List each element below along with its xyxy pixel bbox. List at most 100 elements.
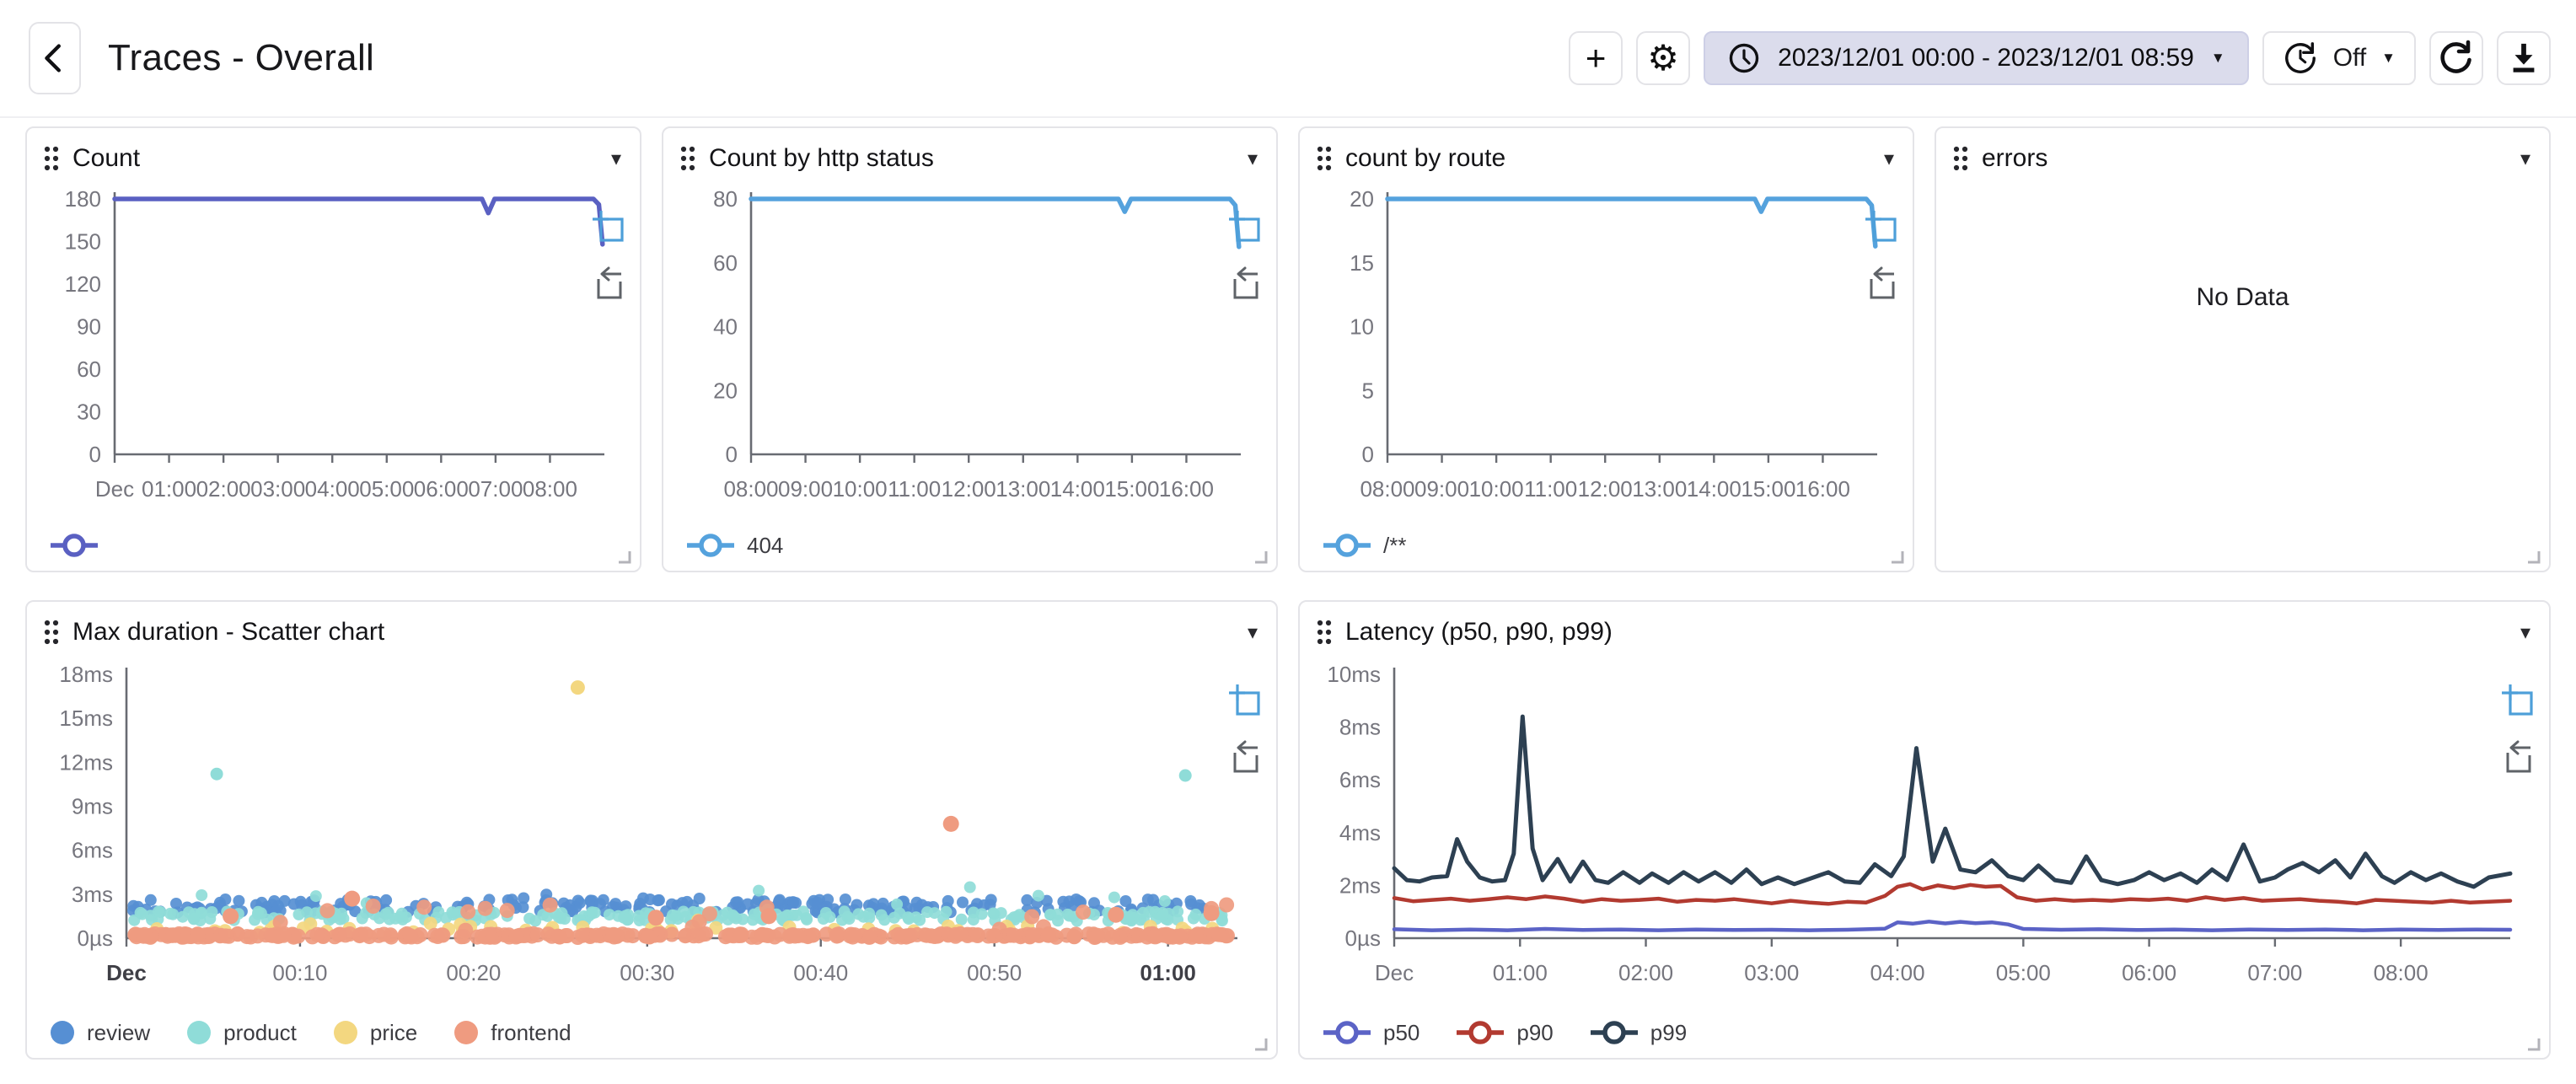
legend-item-404[interactable]: 404: [685, 532, 783, 559]
chart-toolbar: [1226, 207, 1264, 303]
chart-plot[interactable]: No Data: [1936, 177, 2549, 571]
svg-text:05:00: 05:00: [1996, 960, 2051, 985]
zoom-in-icon[interactable]: [1862, 207, 1901, 246]
legend-ring-marker-icon: [51, 534, 98, 557]
chart-region: No Data: [1936, 177, 2549, 571]
legend-dot-marker-icon: [454, 1021, 479, 1044]
chart-plot[interactable]: 0 5 10 15 20 08:00 09:00 10:00 11:00 12:00 13:00 14…: [1300, 177, 1913, 520]
svg-text:Dec: Dec: [1375, 960, 1414, 985]
resize-handle-icon[interactable]: [2522, 1033, 2542, 1053]
panel-menu-caret-icon[interactable]: ▾: [1247, 620, 1258, 644]
panel-menu-caret-icon[interactable]: ▾: [2520, 147, 2530, 170]
gear-icon: ⚙: [1647, 38, 1679, 78]
chart-plot[interactable]: 0 30 60 90 120 150 180 Dec 01:00 02:00 03:00 04:00 0…: [27, 177, 640, 520]
panel-header: Count ▾: [27, 128, 640, 177]
reset-zoom-icon[interactable]: [1862, 265, 1901, 303]
legend-item-product[interactable]: product: [185, 1019, 297, 1046]
download-button[interactable]: [2497, 31, 2551, 85]
svg-text:60: 60: [77, 357, 101, 382]
drag-handle-icon[interactable]: [44, 619, 59, 646]
chart-toolbar: [1862, 207, 1901, 303]
reset-zoom-icon[interactable]: [589, 265, 628, 303]
add-panel-button[interactable]: +: [1569, 31, 1623, 85]
legend-item-series[interactable]: [49, 532, 99, 559]
panel-menu-caret-icon[interactable]: ▾: [610, 147, 621, 170]
chart-plot[interactable]: 0 20 40 60 80 08:00 09:00 10:00 11:00 12:00 13:00 1…: [663, 177, 1276, 520]
drag-handle-icon[interactable]: [680, 145, 695, 172]
zoom-in-icon[interactable]: [1226, 681, 1264, 720]
drag-handle-icon[interactable]: [1317, 619, 1332, 646]
svg-text:12:00: 12:00: [1578, 476, 1633, 502]
chart-region: 0µs 3ms 6ms 9ms 12ms 15ms 18ms Dec 00:10 00:20 00:…: [27, 651, 1276, 1007]
back-button[interactable]: [29, 22, 81, 94]
legend-ring-marker-icon: [1323, 1021, 1371, 1044]
legend-label: p50: [1383, 1019, 1420, 1045]
panel-title: count by route: [1345, 144, 1506, 172]
svg-text:07:00: 07:00: [468, 476, 523, 502]
reset-zoom-icon[interactable]: [2498, 738, 2537, 777]
reset-zoom-icon[interactable]: [1226, 265, 1264, 303]
panel-menu-caret-icon[interactable]: ▾: [2520, 620, 2530, 644]
resize-handle-icon[interactable]: [1886, 545, 1906, 566]
drag-handle-icon[interactable]: [1317, 145, 1332, 172]
panel-title: Count by http status: [709, 144, 934, 172]
panel-title: errors: [1982, 144, 2048, 172]
settings-button[interactable]: ⚙: [1636, 31, 1691, 85]
legend-item-p99[interactable]: p99: [1589, 1019, 1687, 1046]
chart-toolbar: [1226, 681, 1264, 777]
svg-text:0: 0: [1362, 442, 1374, 467]
panel-header: Latency (p50, p90, p99) ▾: [1300, 602, 2549, 651]
legend-label: p90: [1516, 1019, 1554, 1045]
legend-item-p90[interactable]: p90: [1455, 1019, 1554, 1046]
auto-refresh-select[interactable]: Off ▼: [2262, 31, 2416, 85]
legend-item-p50[interactable]: p50: [1322, 1019, 1419, 1046]
refresh-button[interactable]: [2429, 31, 2483, 85]
svg-text:0: 0: [89, 442, 101, 467]
resize-handle-icon[interactable]: [1249, 1033, 1269, 1053]
drag-handle-icon[interactable]: [44, 145, 59, 172]
svg-text:0µs: 0µs: [78, 926, 113, 951]
legend-item-price[interactable]: price: [332, 1019, 417, 1046]
svg-text:03:00: 03:00: [250, 476, 305, 502]
svg-text:2ms: 2ms: [1339, 872, 1381, 898]
svg-text:08:00: 08:00: [2374, 960, 2428, 985]
legend-item-frontend[interactable]: frontend: [453, 1019, 572, 1046]
panel-header: errors ▾: [1936, 128, 2549, 177]
time-range-picker[interactable]: 2023/12/01 00:00 - 2023/12/01 08:59 ▼: [1704, 31, 2249, 85]
legend-item-review[interactable]: review: [49, 1019, 150, 1046]
chart-plot[interactable]: 0µs 2ms 4ms 6ms 8ms 10ms Dec 01:00 02:00 03:00 04:…: [1300, 651, 2549, 1007]
reset-zoom-icon[interactable]: [1226, 738, 1264, 777]
svg-text:09:00: 09:00: [1414, 476, 1469, 502]
plus-icon: +: [1585, 38, 1607, 78]
svg-text:30: 30: [77, 400, 101, 425]
svg-text:05:00: 05:00: [359, 476, 414, 502]
resize-handle-icon[interactable]: [2522, 545, 2542, 566]
legend-ring-marker-icon: [687, 534, 734, 557]
legend-label: 404: [747, 532, 784, 558]
chart-legend: 404: [663, 520, 1276, 571]
panel-menu-caret-icon[interactable]: ▾: [1247, 147, 1258, 170]
legend-label: product: [223, 1019, 297, 1045]
resize-handle-icon[interactable]: [1249, 545, 1269, 566]
chart-region: 0 30 60 90 120 150 180 Dec 01:00 02:00 03:00 04:00 0…: [27, 177, 640, 520]
drag-handle-icon[interactable]: [1953, 145, 1968, 172]
chart-legend: p50 p90 p99: [1300, 1007, 2549, 1058]
panel-menu-caret-icon[interactable]: ▾: [1883, 147, 1894, 170]
panel-count: Count ▾ 0 30 60 90 120 150 180 Dec 01:00 02:00 03:…: [25, 126, 641, 572]
zoom-in-icon[interactable]: [589, 207, 628, 246]
zoom-in-icon[interactable]: [2498, 681, 2537, 720]
page-title: Traces - Overall: [108, 37, 375, 78]
panel-title: Latency (p50, p90, p99): [1345, 618, 1613, 646]
svg-text:00:20: 00:20: [446, 960, 501, 985]
svg-text:Dec: Dec: [106, 960, 147, 985]
panel-header: Count by http status ▾: [663, 128, 1276, 177]
svg-text:120: 120: [65, 271, 101, 297]
legend-item-/**[interactable]: /**: [1322, 532, 1406, 559]
panel-http-status: Count by http status ▾ 0 20 40 60 80 08:00 09:…: [662, 126, 1278, 572]
resize-handle-icon[interactable]: [613, 545, 633, 566]
zoom-in-icon[interactable]: [1226, 207, 1264, 246]
chart-plot[interactable]: 0µs 3ms 6ms 9ms 12ms 15ms 18ms Dec 00:10 00:20 00:…: [27, 651, 1276, 1007]
clock-icon: [1729, 43, 1759, 73]
chart-toolbar: [589, 207, 628, 303]
svg-text:90: 90: [77, 314, 101, 340]
